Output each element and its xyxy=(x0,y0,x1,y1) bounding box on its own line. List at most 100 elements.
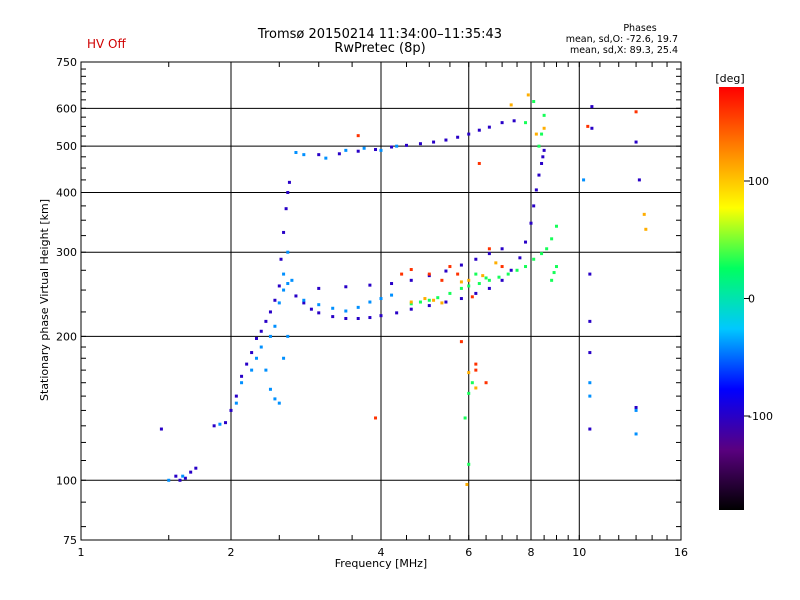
data-point xyxy=(418,142,422,146)
data-point xyxy=(550,278,554,282)
grid-lines xyxy=(81,62,681,540)
data-point xyxy=(234,401,238,405)
data-point xyxy=(509,103,513,107)
data-point xyxy=(167,478,171,482)
data-point xyxy=(474,257,478,261)
data-point xyxy=(302,298,306,302)
data-point xyxy=(356,134,360,138)
data-point xyxy=(642,212,646,216)
data-point xyxy=(404,143,408,147)
data-point xyxy=(474,368,478,372)
data-point xyxy=(181,474,185,478)
data-point xyxy=(240,381,244,385)
data-point xyxy=(474,272,478,276)
data-point xyxy=(500,121,504,125)
data-point xyxy=(324,156,328,160)
data-point xyxy=(277,284,281,288)
data-point xyxy=(515,268,519,272)
colorbar xyxy=(719,87,744,510)
data-point xyxy=(212,424,216,428)
x-tick-label: 10 xyxy=(572,546,586,559)
stats-x-line: mean, sd,X: 89.3, 25.4 xyxy=(570,45,678,56)
data-point xyxy=(467,284,471,288)
data-point xyxy=(344,285,348,289)
data-point xyxy=(474,362,478,366)
data-point xyxy=(344,316,348,320)
colorbar-tick-label: 0 xyxy=(748,293,755,306)
data-point xyxy=(448,265,452,269)
data-point xyxy=(254,336,258,340)
data-point xyxy=(477,282,481,286)
colorbar-label: [deg] xyxy=(715,72,744,85)
data-point xyxy=(467,391,471,395)
data-point xyxy=(552,271,556,275)
data-point xyxy=(494,261,498,265)
data-point xyxy=(634,408,638,412)
data-point xyxy=(456,272,460,276)
data-point xyxy=(337,152,341,156)
data-point xyxy=(444,138,448,142)
data-point xyxy=(588,381,592,385)
data-point xyxy=(250,368,254,372)
data-point xyxy=(524,265,528,269)
y-tick-label: 300 xyxy=(56,246,77,259)
x-tick-label: 4 xyxy=(378,546,385,559)
data-point xyxy=(463,416,467,420)
data-point xyxy=(637,178,641,182)
data-point xyxy=(287,180,291,184)
data-point xyxy=(537,173,541,177)
data-point xyxy=(497,275,501,279)
data-point xyxy=(282,230,286,234)
data-point xyxy=(409,302,413,306)
x-tick-label: 6 xyxy=(465,546,472,559)
data-points xyxy=(159,93,648,486)
data-point xyxy=(459,263,463,267)
data-point xyxy=(344,148,348,152)
data-point xyxy=(484,381,488,385)
y-tick-label: 400 xyxy=(56,186,77,199)
data-point xyxy=(268,387,272,391)
data-point xyxy=(286,190,290,194)
data-point xyxy=(409,268,413,272)
data-point xyxy=(540,161,544,165)
data-point xyxy=(309,307,313,311)
data-point xyxy=(542,113,546,117)
data-point xyxy=(194,466,198,470)
data-point xyxy=(286,334,290,338)
data-point xyxy=(467,132,471,136)
data-point xyxy=(218,422,222,426)
data-point xyxy=(554,224,558,228)
data-point xyxy=(379,314,383,318)
data-point xyxy=(588,427,592,431)
data-point xyxy=(368,283,372,287)
data-point xyxy=(440,278,444,282)
data-point xyxy=(418,300,422,304)
data-point xyxy=(374,416,378,420)
data-point xyxy=(500,265,504,269)
data-point xyxy=(368,300,372,304)
data-point xyxy=(174,474,178,478)
y-tick-label: 100 xyxy=(56,474,77,487)
data-point xyxy=(286,250,290,254)
data-point xyxy=(459,280,463,284)
data-point xyxy=(456,135,460,139)
data-point xyxy=(423,297,427,301)
data-point xyxy=(477,128,481,132)
data-point xyxy=(268,334,272,338)
data-point xyxy=(268,310,272,314)
data-point xyxy=(317,153,321,157)
data-point xyxy=(470,295,474,299)
data-point xyxy=(178,478,182,482)
data-point xyxy=(590,126,594,130)
data-point xyxy=(440,301,444,305)
data-point xyxy=(427,304,431,308)
data-point xyxy=(481,274,485,278)
data-point xyxy=(294,294,298,298)
data-point xyxy=(534,188,538,192)
data-point xyxy=(541,155,545,159)
data-point xyxy=(588,272,592,276)
stats-o-line: mean, sd,O: -72.6, 19.7 xyxy=(566,34,678,45)
data-point xyxy=(532,257,536,261)
data-point xyxy=(264,368,268,372)
